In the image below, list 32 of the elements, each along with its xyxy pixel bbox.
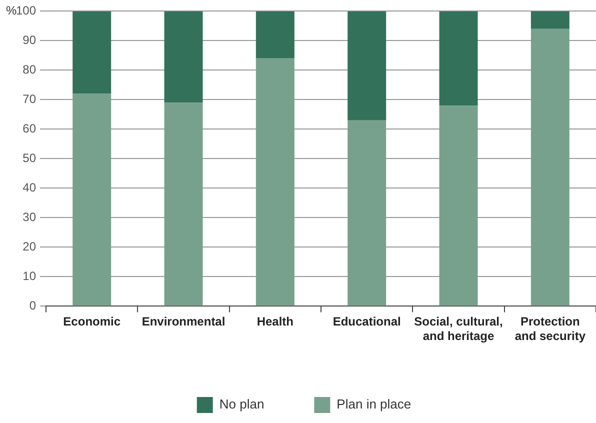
x-tick-label: Health	[256, 314, 294, 329]
bar	[256, 11, 294, 58]
x-tick-label: Protection and security	[514, 314, 586, 344]
y-axis-title: %	[6, 4, 17, 18]
bar	[439, 106, 478, 306]
legend-label: No plan	[219, 396, 264, 412]
bar	[348, 120, 386, 306]
x-tick-label: Social, cultural, and heritage	[414, 314, 503, 344]
bar	[530, 28, 570, 306]
y-tick-label: 80	[22, 62, 36, 77]
bar	[72, 11, 112, 94]
bar	[256, 58, 294, 306]
x-tick-label: Environmental	[142, 314, 226, 329]
y-tick-label: 100	[16, 4, 36, 18]
x-tick-label: Educational	[332, 314, 401, 329]
y-tick-label: 0	[29, 298, 36, 313]
bar	[439, 11, 478, 106]
y-tick-label: 30	[22, 210, 36, 224]
y-tick-label: 40	[22, 180, 36, 195]
y-tick-label: 90	[22, 33, 36, 48]
bar	[348, 11, 386, 120]
legend-label: Plan in place	[336, 396, 412, 412]
y-tick-label: 10	[22, 269, 36, 284]
y-tick-label: 70	[22, 92, 36, 106]
y-tick-label: 20	[22, 240, 36, 254]
bar	[72, 94, 112, 306]
bar	[530, 11, 570, 29]
y-tick-label: 50	[22, 151, 36, 166]
x-tick-label: Economic	[63, 314, 121, 329]
bar	[164, 11, 203, 103]
bar	[164, 102, 203, 306]
y-tick-label: 60	[22, 122, 36, 136]
